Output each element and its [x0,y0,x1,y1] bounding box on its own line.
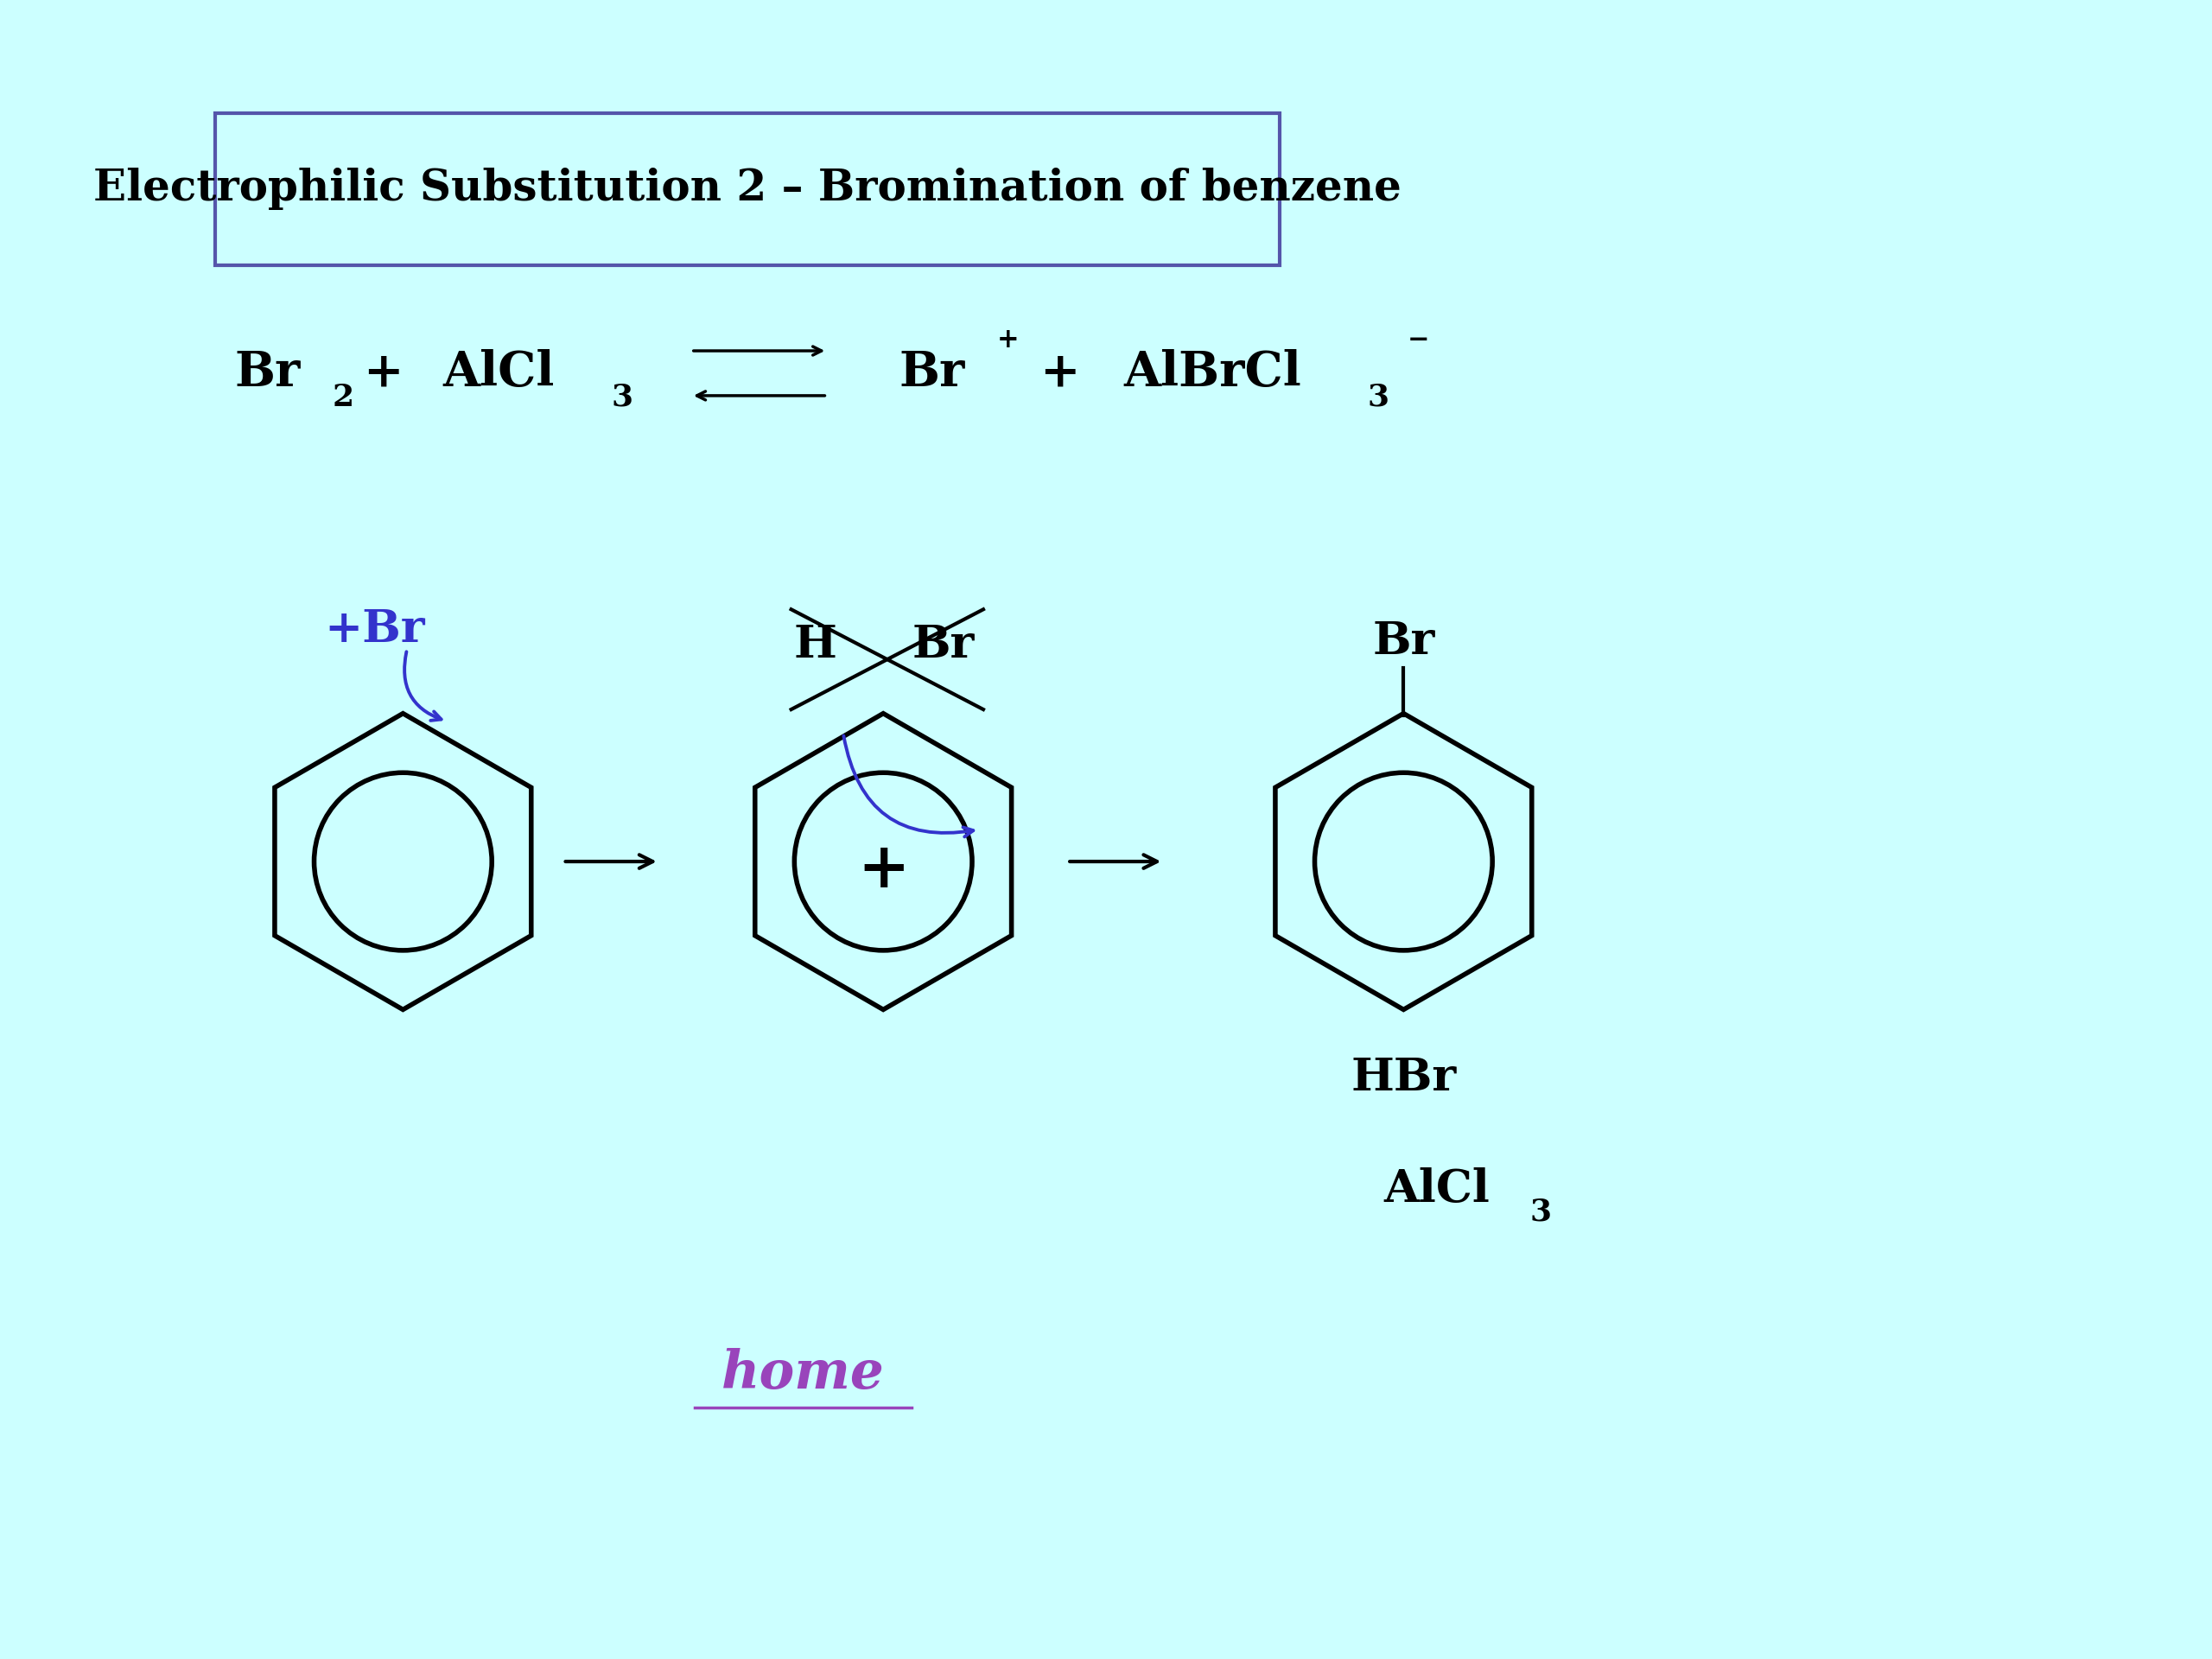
Text: Br: Br [900,350,964,397]
Text: +: + [998,327,1020,353]
Text: 3: 3 [1531,1198,1551,1226]
Text: +: + [363,350,403,397]
Text: +: + [856,839,909,901]
Text: 3: 3 [611,383,633,411]
Text: 2: 2 [332,383,354,411]
Text: HBr: HBr [1352,1055,1455,1100]
Text: +: + [1040,350,1079,397]
Text: home: home [721,1347,885,1400]
Text: Br: Br [911,624,975,667]
Text: −: − [1407,327,1429,353]
Text: AlCl: AlCl [442,350,555,397]
Text: Electrophilic Substitution 2 – Bromination of benzene: Electrophilic Substitution 2 – Brominati… [93,168,1400,211]
Text: Br: Br [1371,619,1436,664]
Text: AlCl: AlCl [1382,1168,1489,1211]
Text: +Br: +Br [325,607,425,652]
Text: Br: Br [234,350,301,397]
Text: H: H [794,624,836,667]
FancyBboxPatch shape [215,113,1279,265]
Text: 3: 3 [1367,383,1389,411]
Text: AlBrCl: AlBrCl [1124,350,1301,397]
